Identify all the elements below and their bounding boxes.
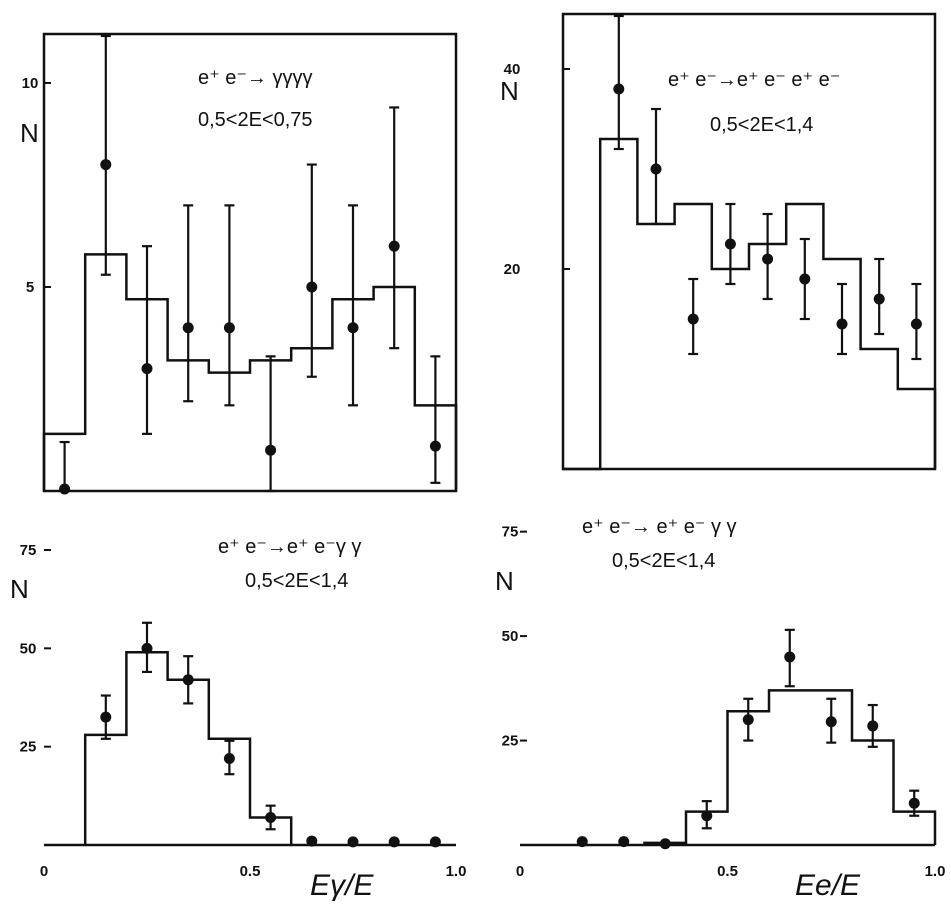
panel-top-left: 5 10 Ne⁺ e⁻→ γγγγ 0,5<2E<0,75 xyxy=(20,32,458,495)
data-point xyxy=(388,240,400,252)
data-point xyxy=(306,281,318,293)
energy-range-label: 0,5<2E<1,4 xyxy=(612,550,715,572)
y-tick-label: 50 xyxy=(502,628,519,645)
data-point xyxy=(659,838,671,850)
data-point xyxy=(867,720,879,732)
data-point xyxy=(799,273,811,285)
data-point xyxy=(141,363,153,375)
panel-frame xyxy=(42,32,458,493)
data-point xyxy=(100,711,112,723)
data-point xyxy=(613,83,625,95)
data-point xyxy=(388,836,400,848)
energy-range-label: 0,5<2E<1,4 xyxy=(245,570,348,592)
data-point xyxy=(784,651,796,663)
data-point xyxy=(265,811,277,823)
x-axis-label: Ee/E xyxy=(795,869,861,902)
data-point xyxy=(429,440,441,452)
x-tick-label: 0.5 xyxy=(717,863,738,880)
reaction-label: e⁺ e⁻→ e⁺ e⁻ γ γ xyxy=(582,516,737,538)
data-point xyxy=(306,835,318,847)
energy-range-label: 0,5<2E<1,4 xyxy=(710,114,813,136)
data-point xyxy=(618,836,630,848)
y-tick-label: 40 xyxy=(504,61,521,78)
reaction-label: e⁺ e⁻→ γγγγ xyxy=(198,67,312,89)
panel-frame xyxy=(561,12,937,471)
panel-bottom-left: 25 50 75 0 0.5 1.0 N Eγ/E e⁺ e⁻→e⁺ e⁻γ γ 0,5<2E<1… xyxy=(10,536,466,902)
y-tick-label: 25 xyxy=(502,733,519,750)
y-tick-label: 10 xyxy=(22,75,39,92)
y-tick-label: 50 xyxy=(20,640,37,657)
histogram-steps xyxy=(563,137,937,471)
data-point xyxy=(182,674,194,686)
y-axis-label: N xyxy=(20,118,39,148)
x-tick-label: 0.5 xyxy=(240,863,261,880)
data-point xyxy=(687,313,699,325)
x-tick-label: 1.0 xyxy=(446,863,467,880)
data-point xyxy=(873,293,885,305)
data-point xyxy=(742,714,754,726)
y-tick-label: 75 xyxy=(20,542,37,559)
data-point xyxy=(100,159,112,171)
reaction-label: e⁺ e⁻→e⁺ e⁻ e⁺ e⁻ xyxy=(668,69,840,91)
data-point xyxy=(141,642,153,654)
data-point xyxy=(429,836,441,848)
panel-top-right: 20 40N e⁺ e⁻→e⁺ e⁻ e⁺ e⁻ 0,5<2E<1,4 xyxy=(500,12,937,471)
data-point xyxy=(59,483,71,495)
x-tick-label: 0 xyxy=(516,863,524,880)
data-point xyxy=(650,163,662,175)
data-point xyxy=(223,752,235,764)
data-point xyxy=(701,810,713,822)
y-tick-label: 5 xyxy=(26,279,34,296)
reaction-label: e⁺ e⁻→e⁺ e⁻γ γ xyxy=(218,536,361,558)
data-point xyxy=(347,836,359,848)
data-point xyxy=(265,444,277,456)
data-point xyxy=(836,318,848,330)
x-tick-label: 1.0 xyxy=(925,863,946,880)
y-axis-label: N xyxy=(500,76,519,106)
y-axis-label: N xyxy=(10,574,29,604)
data-point xyxy=(908,797,920,809)
histogram-steps xyxy=(643,689,937,845)
y-tick-label: 75 xyxy=(502,524,519,541)
data-point xyxy=(825,716,837,728)
y-tick-label: 25 xyxy=(20,739,37,756)
panel-bottom-right: 25 50 75 0 0.5 1.0 N Ee/E e⁺ e⁻→ e⁺ e⁻ γ γ 0,5<2E… xyxy=(495,516,945,902)
y-axis-label: N xyxy=(495,566,514,596)
data-point xyxy=(576,836,588,848)
data-point xyxy=(182,322,194,334)
y-tick-label: 20 xyxy=(504,261,521,278)
data-point xyxy=(347,322,359,334)
data-point xyxy=(910,318,922,330)
data-point xyxy=(762,253,774,265)
data-point xyxy=(724,238,736,250)
energy-range-label: 0,5<2E<0,75 xyxy=(198,109,313,131)
data-point xyxy=(223,322,235,334)
x-tick-label: 0 xyxy=(40,863,48,880)
x-axis-label: Eγ/E xyxy=(310,869,374,902)
